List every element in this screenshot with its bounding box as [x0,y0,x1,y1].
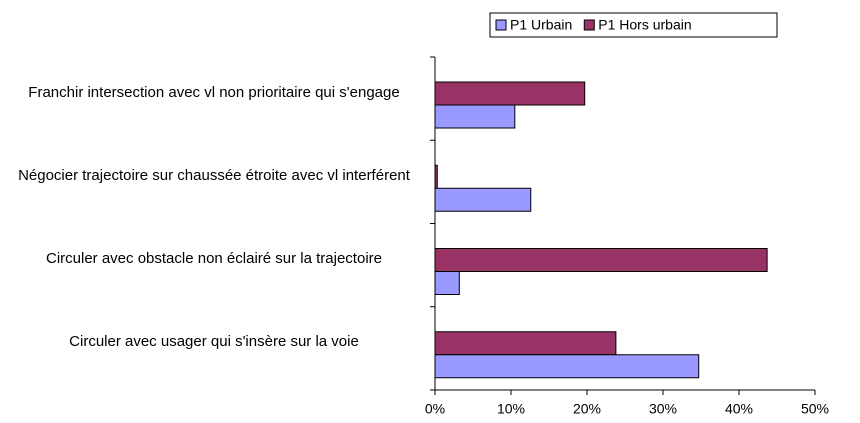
legend-label: P1 Hors urbain [598,17,691,33]
category-label: Circuler avec usager qui s'insère sur la… [69,333,359,351]
bar [434,187,532,212]
bar [434,81,586,106]
legend-box [489,12,778,38]
bar [434,248,768,272]
bar [434,354,700,379]
bar [434,271,460,295]
x-tick-label: 50% [801,401,829,417]
bar [434,331,617,356]
category-label: Négocier trajectoire sur chaussée étroit… [18,166,410,184]
category-label: Franchir intersection avec vl non priori… [28,83,400,101]
x-tick-label: 30% [649,401,677,417]
x-tick-label: 10% [497,401,525,417]
legend-swatch [583,19,595,31]
category-label: Circuler avec obstacle non éclairé sur l… [46,250,382,268]
bar [434,104,516,129]
x-tick-label: 0% [425,401,445,417]
bar [434,164,438,189]
x-tick-label: 20% [573,401,601,417]
x-tick-label: 40% [725,401,753,417]
legend-swatch [495,19,507,31]
legend-label: P1 Urbain [510,17,572,33]
